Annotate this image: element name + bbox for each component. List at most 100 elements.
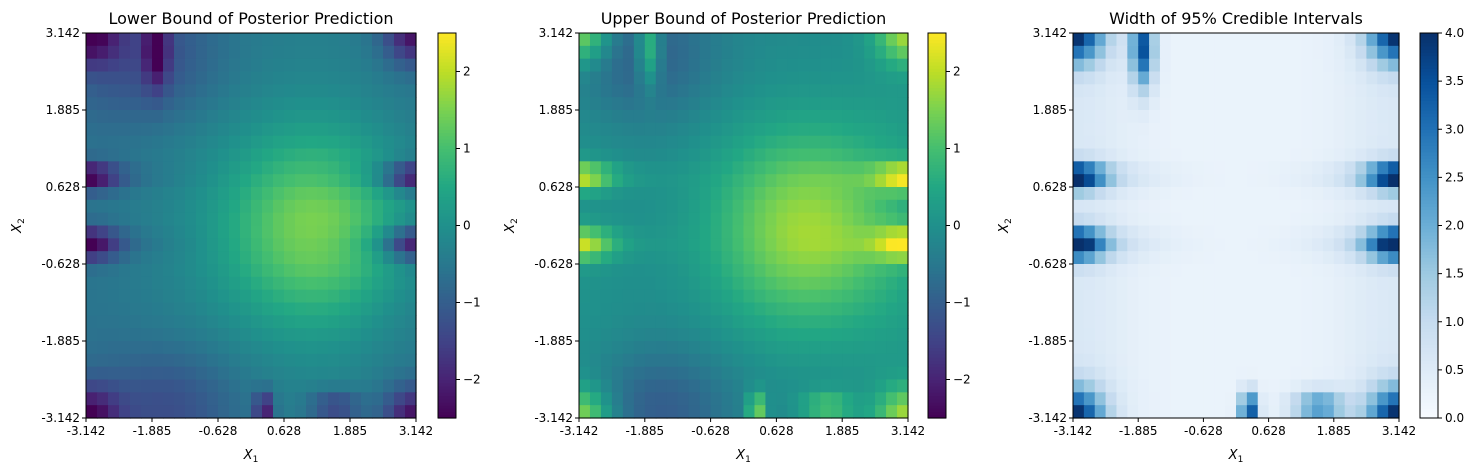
colorbar-segment: [928, 267, 946, 272]
heatmap-cell: [886, 187, 898, 201]
heatmap-cell: [1301, 264, 1313, 278]
heatmap-cell: [251, 122, 263, 137]
heatmap-cell: [163, 392, 175, 406]
heatmap-cell: [732, 392, 745, 406]
heatmap-cell: [875, 366, 887, 381]
heatmap-cell: [339, 289, 351, 304]
heatmap-cell: [1214, 187, 1226, 201]
heatmap-cell: [130, 199, 142, 214]
colorbar-segment: [928, 170, 946, 175]
heatmap-cell: [185, 71, 197, 85]
heatmap-cell: [141, 58, 153, 73]
heatmap-cell: [163, 276, 175, 291]
heatmap-cell: [1355, 58, 1367, 73]
heatmap-cell: [886, 161, 898, 175]
heatmap-cell: [1312, 174, 1324, 188]
heatmap-cell: [97, 225, 109, 239]
heatmap-cell: [666, 148, 679, 162]
heatmap-cell: [1388, 392, 1400, 406]
heatmap-cell: [240, 353, 252, 368]
heatmap-cell: [119, 341, 131, 355]
heatmap-cell: [809, 225, 821, 239]
colorbar-segment: [1420, 270, 1438, 275]
heatmap-cell: [1214, 148, 1226, 162]
heatmap-cell: [119, 212, 131, 227]
heatmap-cell: [229, 212, 241, 227]
heatmap-cell: [185, 174, 197, 188]
colorbar-segment: [928, 257, 946, 262]
colorbar-segment: [438, 74, 456, 79]
heatmap-cell: [1388, 135, 1400, 150]
heatmap-cell: [710, 341, 723, 355]
heatmap-cell: [119, 135, 131, 150]
heatmap-cell: [1246, 392, 1259, 406]
heatmap-cell: [732, 341, 745, 355]
heatmap-cell: [622, 84, 635, 98]
heatmap-cell: [295, 33, 307, 47]
x-tick-label: -0.628: [199, 424, 238, 438]
heatmap-cell: [1203, 264, 1215, 278]
heatmap-cell: [383, 84, 395, 98]
heatmap-cell: [185, 328, 197, 342]
heatmap-cell: [185, 289, 197, 304]
heatmap-cell: [240, 264, 252, 278]
heatmap-cell: [1355, 148, 1367, 162]
heatmap-cell: [622, 328, 635, 342]
heatmap-cell: [295, 328, 307, 342]
colorbar-segment: [438, 177, 456, 182]
heatmap-cell: [699, 264, 712, 278]
heatmap-cell: [1312, 379, 1324, 393]
heatmap-cell: [218, 174, 230, 188]
colorbar-segment: [928, 373, 946, 377]
heatmap-cell: [284, 45, 296, 60]
heatmap-cell: [1094, 366, 1107, 381]
heatmap-cell: [1246, 71, 1259, 85]
heatmap-cell: [622, 135, 635, 150]
heatmap-cell: [754, 45, 767, 60]
heatmap-cell: [1312, 289, 1324, 304]
heatmap-cell: [644, 212, 657, 227]
heatmap-cell: [842, 405, 854, 419]
heatmap-cell: [97, 122, 109, 137]
heatmap-cell: [141, 302, 153, 316]
heatmap-cell: [1312, 366, 1324, 381]
heatmap-cell: [842, 135, 854, 150]
colorbar-segment: [928, 187, 946, 191]
heatmap-cell: [405, 45, 417, 60]
heatmap-cell: [1377, 161, 1389, 175]
colorbar-segment: [928, 312, 946, 316]
heatmap-cell: [130, 187, 142, 201]
heatmap-cell: [207, 328, 219, 342]
colorbar-segment: [928, 61, 946, 66]
heatmap-cell: [1279, 187, 1291, 201]
heatmap-cell: [644, 33, 657, 47]
heatmap-cell: [1366, 135, 1378, 150]
heatmap-cell: [207, 341, 219, 355]
heatmap-cell: [787, 379, 799, 393]
heatmap-cell: [1333, 315, 1346, 329]
heatmap-cell: [372, 328, 384, 342]
heatmap-cell: [1246, 379, 1259, 393]
colorbar-segment: [928, 260, 946, 265]
heatmap-cell: [1279, 341, 1291, 355]
colorbar-segment: [438, 132, 456, 137]
heatmap-cell: [1105, 148, 1118, 162]
heatmap-cell: [317, 71, 329, 85]
heatmap-cell: [1246, 328, 1259, 342]
heatmap-cell: [688, 135, 701, 150]
heatmap-cell: [306, 353, 318, 368]
heatmap-cell: [1279, 212, 1291, 227]
heatmap-cell: [787, 341, 799, 355]
heatmap-cell: [273, 187, 285, 201]
colorbar-segment: [1420, 353, 1438, 358]
heatmap-cell: [295, 187, 307, 201]
heatmap-cell: [1366, 148, 1378, 162]
heatmap-cell: [372, 148, 384, 162]
heatmap-cell: [1192, 238, 1204, 252]
heatmap-cell: [1159, 366, 1172, 381]
heatmap-cell: [1290, 392, 1302, 406]
heatmap-cell: [328, 276, 340, 291]
colorbar-segment: [438, 341, 456, 345]
heatmap-cell: [383, 328, 395, 342]
x-tick-label: 3.142: [1382, 424, 1416, 438]
